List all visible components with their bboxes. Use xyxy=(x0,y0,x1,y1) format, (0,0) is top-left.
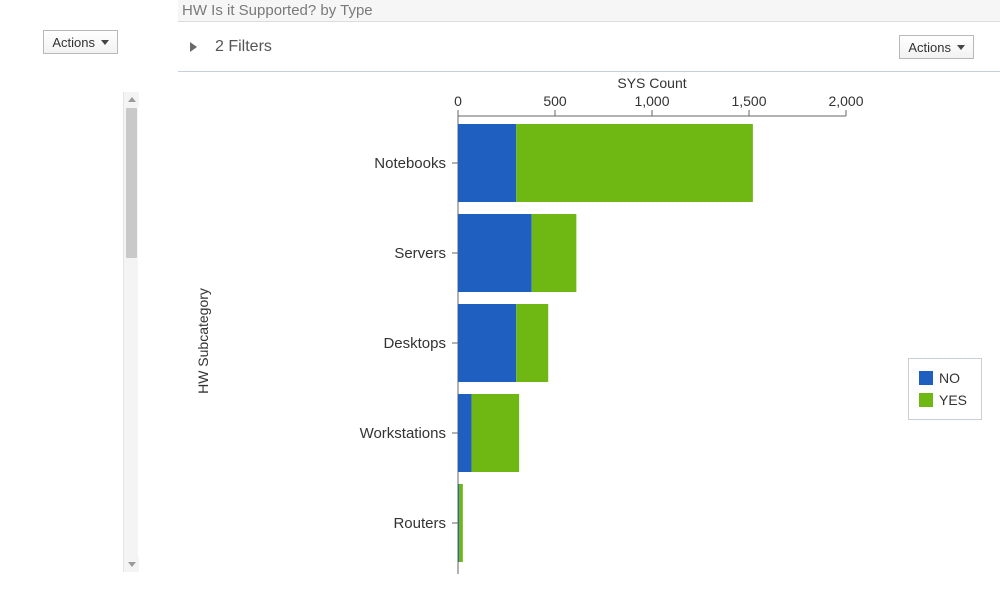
actions-button-left[interactable]: Actions xyxy=(43,30,118,54)
scroll-thumb[interactable] xyxy=(126,108,137,258)
left-scrollbar[interactable] xyxy=(123,92,138,572)
chevron-up-icon xyxy=(128,97,136,102)
x-tick-label: 1,000 xyxy=(634,93,669,109)
bar-segment[interactable] xyxy=(532,214,577,292)
actions-button-left-label: Actions xyxy=(52,35,95,50)
category-label: Desktops xyxy=(383,335,446,352)
y-axis-title: HW Subcategory xyxy=(195,288,211,394)
bar-segment[interactable] xyxy=(472,394,520,472)
chart: SYS Count 0 500 1,000 1,500 2,000 Notebooks Ser… xyxy=(178,72,1000,600)
x-tick-label: 0 xyxy=(454,93,462,109)
expand-filters-icon[interactable] xyxy=(190,42,197,52)
legend-item[interactable]: NO xyxy=(919,367,967,389)
actions-button-right[interactable]: Actions xyxy=(899,35,974,59)
bar-segment[interactable] xyxy=(458,304,516,382)
scroll-down-button[interactable] xyxy=(124,557,139,572)
bar-segment[interactable] xyxy=(459,484,463,562)
legend-label: NO xyxy=(939,370,960,386)
bar-segment[interactable] xyxy=(458,484,459,562)
legend-label: YES xyxy=(939,392,967,408)
bar-segment[interactable] xyxy=(516,304,548,382)
chevron-down-icon xyxy=(128,562,136,567)
legend-item[interactable]: YES xyxy=(919,389,967,411)
panel-title-text: HW Is it Supported? by Type xyxy=(182,2,373,19)
filters-label[interactable]: 2 Filters xyxy=(215,38,272,56)
legend-swatch xyxy=(919,393,933,407)
x-tick-label: 2,000 xyxy=(828,93,863,109)
category-label: Routers xyxy=(393,515,446,532)
actions-button-right-label: Actions xyxy=(908,40,951,55)
bar-segment[interactable] xyxy=(516,124,753,202)
bar-segment[interactable] xyxy=(458,394,472,472)
bar-segment[interactable] xyxy=(458,124,516,202)
panel-title: HW Is it Supported? by Type xyxy=(178,0,1000,22)
chart-panel: HW Is it Supported? by Type 2 Filters Ac… xyxy=(178,0,1000,600)
category-label: Notebooks xyxy=(374,155,446,172)
bar-segment[interactable] xyxy=(458,214,532,292)
x-axis-title: SYS Count xyxy=(617,75,686,91)
legend-swatch xyxy=(919,371,933,385)
category-label: Servers xyxy=(394,245,446,262)
filters-bar: 2 Filters xyxy=(178,22,1000,72)
x-tick-label: 500 xyxy=(543,93,567,109)
category-label: Workstations xyxy=(360,425,446,442)
legend: NO YES xyxy=(908,358,982,420)
scroll-up-button[interactable] xyxy=(124,92,139,107)
chevron-down-icon xyxy=(101,40,109,45)
x-tick-label: 1,500 xyxy=(731,93,766,109)
left-panel: Actions xyxy=(0,0,160,600)
chevron-down-icon xyxy=(957,45,965,50)
